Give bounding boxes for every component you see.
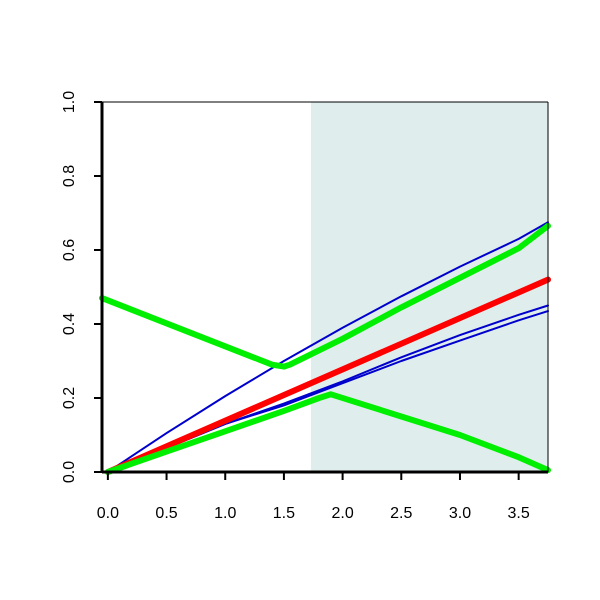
series-line-1 bbox=[106, 221, 549, 473]
shaded-region bbox=[310, 102, 548, 472]
x-tick-label: 2.0 bbox=[331, 505, 353, 522]
x-tick-label: 0.5 bbox=[155, 505, 177, 522]
x-tick-label: 0.0 bbox=[97, 505, 119, 522]
y-tick-label: 1.0 bbox=[61, 91, 78, 113]
y-tick-label: 0.4 bbox=[61, 313, 78, 335]
y-tick-label: 0.2 bbox=[61, 387, 78, 409]
x-tick-label: 3.5 bbox=[508, 505, 530, 522]
shaded-region-layer bbox=[310, 102, 548, 472]
series-line-6 bbox=[104, 391, 551, 475]
y-tick-label: 0.0 bbox=[61, 461, 78, 483]
x-tick-label: 1.0 bbox=[214, 505, 236, 522]
series-line-4 bbox=[104, 276, 551, 475]
series-line-5 bbox=[99, 222, 551, 370]
axis-layer: 0.0 0.5 1.0 1.5 2.0 2.5 3.0 3.5 0.0 0.2 0.4 0.6 0.8 1… bbox=[61, 91, 549, 522]
series-layer bbox=[99, 221, 551, 475]
x-tick-label: 2.5 bbox=[390, 505, 412, 522]
y-tick-label: 0.8 bbox=[61, 165, 78, 187]
x-tick-label: 1.5 bbox=[273, 505, 295, 522]
y-tick-label: 0.6 bbox=[61, 239, 78, 261]
x-tick-label: 3.0 bbox=[449, 505, 471, 522]
